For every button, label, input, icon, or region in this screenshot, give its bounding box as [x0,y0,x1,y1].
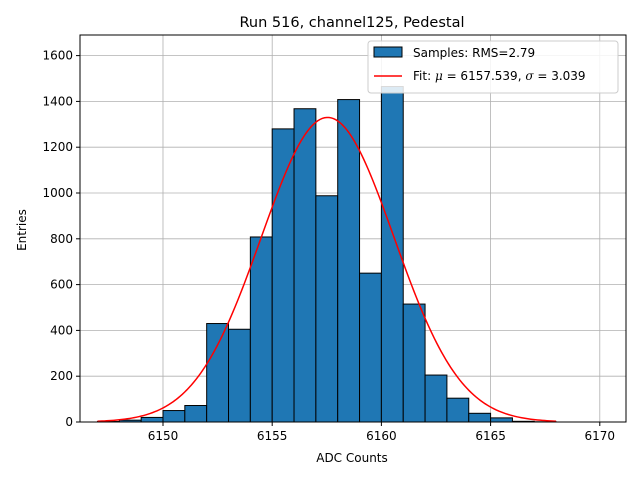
histogram-bar [490,417,513,423]
legend-fit-sigma-value: = 3.039 [534,69,586,83]
legend-fit-sigma-symbol: σ [525,69,534,83]
x-tick-label: 6165 [475,429,506,443]
histogram-bar [446,397,470,423]
histogram-bar [206,323,230,423]
legend-fit-label: Fit: μ = 6157.539, σ = 3.039 [413,69,586,83]
y-tick-label: 1200 [42,140,73,154]
legend-fit-prefix: Fit: [413,69,435,83]
x-tick-label: 6155 [257,429,288,443]
legend: Samples: RMS=2.79 Fit: μ = 6157.539, σ =… [367,40,619,94]
histogram-bar [293,108,317,423]
histogram-bar [184,405,208,423]
x-tick-label: 6150 [148,429,179,443]
y-tick-label: 200 [50,369,73,383]
histogram-bar [228,328,251,423]
histogram-bar [424,374,448,423]
x-tick-label: 6160 [366,429,397,443]
legend-histogram-swatch [373,46,403,58]
x-tick-label: 6170 [585,429,616,443]
plot-area: 6150 6155 6160 6165 6170 0 200 400 600 800 1000 120… [42,34,627,443]
legend-box [367,40,619,94]
x-axis-label: ADC Counts [316,451,388,465]
histogram-bar [402,303,426,423]
legend-histogram-label: Samples: RMS=2.79 [413,46,535,60]
legend-fit-mu-value: = 6157.539, [443,69,526,83]
histogram-bar [162,410,186,423]
y-tick-label: 1600 [42,49,73,63]
y-tick-label: 800 [50,232,73,246]
y-tick-label: 1000 [42,186,73,200]
y-tick-label: 1400 [42,94,73,108]
y-tick-label: 600 [50,278,73,292]
y-tick-label: 0 [65,415,73,429]
histogram-bar [249,236,273,423]
histogram-bar [271,128,295,423]
histogram-bar [315,195,339,423]
histogram-bar [337,99,361,423]
chart-title: Run 516, channel125, Pedestal [239,15,464,31]
y-tick-label: 400 [50,323,73,337]
y-axis-label: Entries [15,209,29,251]
histogram-bar [140,416,164,423]
legend-fit-mu-symbol: μ [435,69,443,83]
histogram-bar [468,412,492,423]
axes-frame [79,34,627,423]
histogram-bar [359,272,382,423]
gaussian-fit-curve [97,116,557,422]
